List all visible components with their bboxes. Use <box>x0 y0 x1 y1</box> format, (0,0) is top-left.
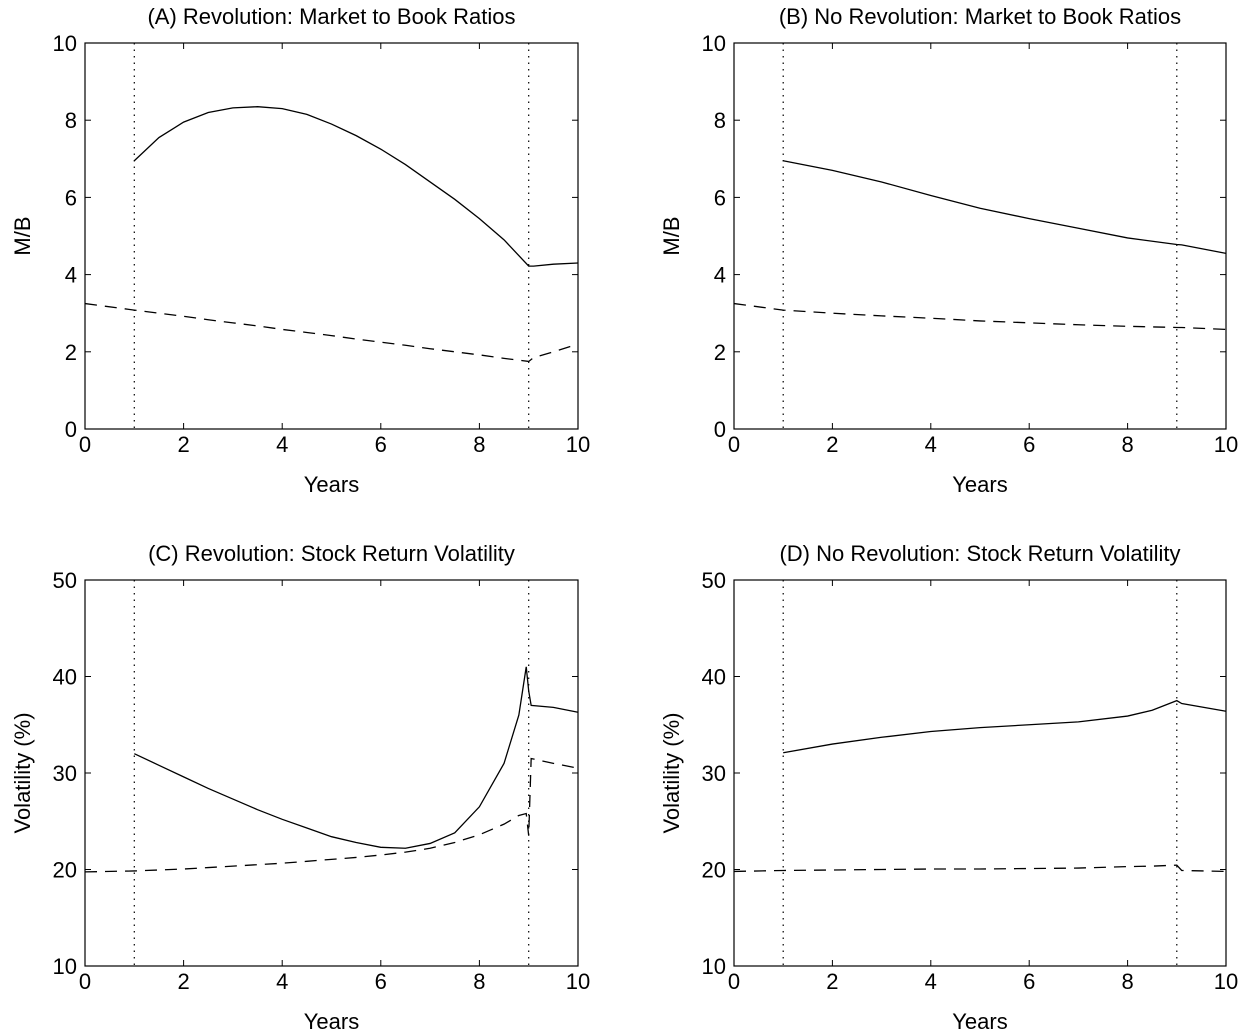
x-tick-label: 4 <box>925 432 937 457</box>
x-tick-label: 4 <box>276 969 288 994</box>
axes-frame <box>84 42 579 430</box>
axes-frame <box>84 579 579 967</box>
y-axis-label: Volatility (%) <box>659 712 684 833</box>
y-tick-label: 10 <box>53 954 77 979</box>
x-tick-label: 0 <box>728 432 740 457</box>
series-line <box>84 302 579 363</box>
chart-title: (A) Revolution: Market to Book Ratios <box>147 4 515 29</box>
axes-frame <box>733 579 1227 967</box>
x-tick-label: 0 <box>79 969 91 994</box>
series-line <box>733 302 1227 331</box>
y-tick-label: 10 <box>702 954 726 979</box>
y-tick-label: 40 <box>702 665 726 690</box>
x-tick-label: 4 <box>925 969 937 994</box>
chart-title: (D) No Revolution: Stock Return Volatili… <box>779 541 1180 566</box>
chart-title: (C) Revolution: Stock Return Volatility <box>148 541 515 566</box>
x-tick-label: 6 <box>1023 432 1035 457</box>
x-axis-label: Years <box>952 1009 1007 1034</box>
x-tick-label: 0 <box>79 432 91 457</box>
y-tick-label: 40 <box>53 665 77 690</box>
y-tick-label: 0 <box>714 417 726 442</box>
y-tick-label: 0 <box>65 417 77 442</box>
y-tick-label: 6 <box>714 185 726 210</box>
x-tick-label: 10 <box>1214 432 1238 457</box>
x-axis-label: Years <box>304 1009 359 1034</box>
x-tick-label: 8 <box>1121 969 1133 994</box>
y-tick-label: 4 <box>65 263 77 288</box>
x-tick-label: 6 <box>1023 969 1035 994</box>
chart-title: (B) No Revolution: Market to Book Ratios <box>779 4 1181 29</box>
series-line <box>783 699 1227 754</box>
x-tick-label: 2 <box>826 432 838 457</box>
y-tick-label: 8 <box>714 108 726 133</box>
plot-area <box>734 43 1226 429</box>
y-tick-label: 50 <box>702 568 726 593</box>
y-tick-label: 8 <box>65 108 77 133</box>
y-tick-label: 10 <box>702 31 726 56</box>
x-tick-label: 0 <box>728 969 740 994</box>
x-tick-label: 10 <box>566 432 590 457</box>
plot-area <box>85 43 578 429</box>
y-tick-label: 10 <box>53 31 77 56</box>
y-tick-label: 20 <box>702 858 726 883</box>
y-tick-label: 30 <box>702 761 726 786</box>
x-tick-label: 8 <box>473 432 485 457</box>
x-tick-label: 8 <box>473 969 485 994</box>
series-line <box>733 864 1227 873</box>
y-tick-label: 2 <box>714 340 726 365</box>
y-tick-label: 6 <box>65 185 77 210</box>
x-axis-label: Years <box>304 472 359 497</box>
plot-area <box>85 580 578 966</box>
y-axis-label: M/B <box>659 216 684 255</box>
series-line <box>134 666 579 849</box>
x-tick-label: 6 <box>375 432 387 457</box>
x-tick-label: 2 <box>177 969 189 994</box>
x-tick-label: 6 <box>375 969 387 994</box>
x-tick-label: 10 <box>1214 969 1238 994</box>
x-tick-label: 4 <box>276 432 288 457</box>
x-tick-label: 8 <box>1121 432 1133 457</box>
series-line <box>783 160 1227 255</box>
x-axis-label: Years <box>952 472 1007 497</box>
x-tick-label: 10 <box>566 969 590 994</box>
y-tick-label: 50 <box>53 568 77 593</box>
y-axis-label: M/B <box>10 216 35 255</box>
y-tick-label: 20 <box>53 858 77 883</box>
series-line <box>133 106 579 267</box>
y-tick-label: 2 <box>65 340 77 365</box>
x-tick-label: 2 <box>826 969 838 994</box>
axes-frame <box>733 42 1227 430</box>
y-tick-label: 30 <box>53 761 77 786</box>
y-tick-label: 4 <box>714 263 726 288</box>
plot-area <box>734 580 1226 966</box>
y-axis-label: Volatility (%) <box>10 712 35 833</box>
x-tick-label: 2 <box>177 432 189 457</box>
